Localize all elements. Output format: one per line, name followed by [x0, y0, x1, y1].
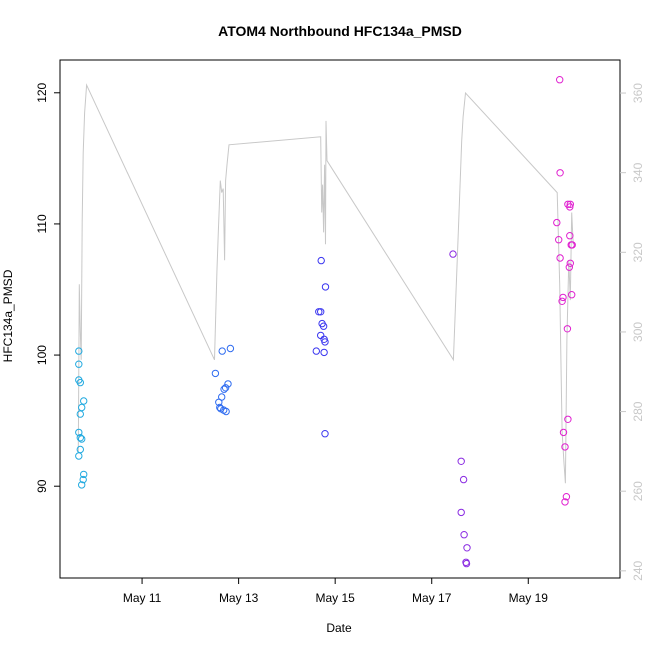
data-point [226, 344, 235, 353]
right-y-tick-label: 240 [631, 561, 645, 581]
data-point [460, 531, 468, 539]
data-point [321, 338, 329, 346]
right-y-tick-label: 260 [631, 481, 645, 501]
y-tick-label: 120 [35, 82, 49, 102]
data-point [75, 452, 83, 460]
x-tick-label: May 19 [509, 591, 549, 605]
data-point [317, 331, 325, 340]
data-point [80, 470, 88, 479]
right-y-tick-label: 280 [631, 401, 645, 421]
data-point [315, 308, 323, 316]
data-point [321, 283, 330, 291]
data-point [75, 360, 83, 368]
data-point [218, 347, 226, 355]
x-tick-label: May 11 [123, 591, 162, 605]
data-point [561, 498, 569, 506]
data-point [317, 308, 325, 316]
data-point [566, 232, 574, 240]
data-point [568, 291, 576, 299]
data-point [566, 200, 574, 209]
data-point [553, 218, 561, 227]
data-point [78, 481, 86, 489]
data-point [463, 544, 471, 552]
data-point [320, 348, 328, 357]
data-point [559, 428, 568, 437]
data-point [319, 322, 328, 330]
data-point [556, 169, 564, 177]
y-tick-label: 100 [35, 345, 49, 365]
data-point [565, 263, 573, 271]
data-point [459, 475, 468, 484]
x-tick-label: May 15 [315, 591, 355, 605]
data-point [457, 457, 465, 465]
right-y-tick-label: 300 [631, 322, 645, 342]
data-point [76, 434, 85, 442]
right-y-tick-label: 340 [631, 162, 645, 182]
x-tick-label: May 17 [412, 591, 452, 605]
series-2 [211, 344, 235, 416]
data-point [224, 380, 232, 388]
data-points-layer [75, 76, 576, 568]
plot-frame [59, 59, 621, 579]
series-3 [312, 256, 330, 438]
altitude-line [77, 83, 574, 484]
data-point [79, 475, 87, 484]
y-axis-label: HFC134a_PMSD [1, 269, 15, 362]
data-point [457, 508, 465, 517]
data-point [449, 250, 457, 258]
data-point [221, 384, 230, 392]
data-point [75, 347, 83, 355]
data-point [568, 241, 576, 249]
y-tick-label: 90 [35, 479, 49, 493]
data-point [558, 297, 566, 305]
data-point [76, 378, 85, 387]
data-point [562, 493, 571, 501]
y-tick-label: 110 [35, 214, 49, 233]
data-point [220, 385, 228, 393]
right-y-tick-label: 320 [631, 242, 645, 262]
series-4 [449, 250, 471, 568]
y-axis: 90 100 110 120 [35, 82, 60, 493]
series-1 [75, 347, 88, 489]
altitude-line-layer [77, 83, 574, 484]
chart-title: ATOM4 Northbound HFC134a_PMSD [218, 23, 462, 39]
data-point [312, 347, 320, 355]
x-axis-label: Date [326, 621, 352, 635]
data-point [78, 435, 86, 443]
right-y-tick-label: 360 [631, 83, 645, 103]
data-point [215, 398, 223, 406]
data-point [222, 407, 230, 416]
x-axis: May 11 May 13 May 15 May 17 May 19 [123, 578, 548, 605]
data-point [564, 415, 572, 423]
data-point [561, 443, 569, 451]
data-point [556, 76, 564, 84]
data-point [76, 410, 85, 418]
data-point [566, 203, 574, 211]
data-point [211, 369, 220, 378]
x-tick-label: May 13 [219, 591, 259, 605]
data-point [216, 403, 224, 412]
data-point [78, 403, 86, 412]
data-point [555, 236, 563, 244]
data-point [317, 256, 325, 265]
data-point [80, 397, 88, 405]
data-point [563, 325, 572, 333]
data-point [75, 428, 83, 437]
data-point [566, 259, 574, 267]
data-point [462, 559, 471, 568]
right-y-axis: 240 260 280 300 320 340 360 [620, 83, 645, 581]
data-point [321, 430, 329, 438]
data-point [556, 254, 564, 262]
series-5 [553, 76, 576, 506]
data-point [559, 293, 567, 302]
